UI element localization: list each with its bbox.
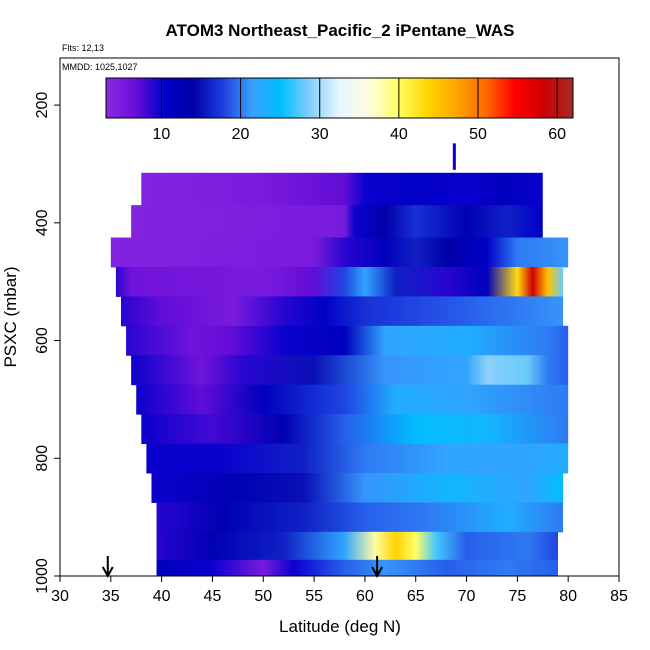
x-tick-label: 45 (204, 588, 222, 605)
colorbar-tick-label: 30 (311, 126, 329, 143)
x-tick-label: 80 (559, 588, 577, 605)
x-tick-label: 75 (508, 588, 526, 605)
colorbar-tick-label: 50 (469, 126, 487, 143)
heatmap-layer (126, 325, 569, 356)
x-tick-label: 65 (407, 588, 425, 605)
y-tick-label: 1000 (34, 558, 51, 594)
heatmap-layer (146, 443, 569, 474)
latitude-marker-arrow (101, 556, 114, 579)
heatmap-layer (151, 472, 564, 503)
y-axis-title: PSXC (mbar) (1, 266, 20, 367)
heatmap-layer (156, 531, 559, 561)
y-axis: 200 400 600 800 1000 (34, 92, 60, 594)
colorbar-gradient (105, 77, 574, 119)
heatmap-layer (131, 205, 543, 239)
x-tick-label: 85 (610, 588, 628, 605)
x-tick-label: 55 (305, 588, 323, 605)
x-tick-label: 35 (102, 588, 120, 605)
plot-frame (59, 57, 620, 577)
colorbar-tick-label: 60 (548, 126, 566, 143)
x-tick-label: 50 (254, 588, 272, 605)
heatmap-spike (452, 143, 456, 170)
colorbar-tick-label: 40 (390, 126, 408, 143)
colorbar: 10 20 30 40 50 60 (105, 77, 574, 143)
colorbar-tick-label: 20 (232, 126, 250, 143)
y-tick-label: 600 (34, 327, 51, 354)
x-axis-title: Latitude (deg N) (279, 617, 401, 636)
heatmap-layer (141, 172, 543, 206)
chart-title: ATOM3 Northeast_Pacific_2 iPentane_WAS (166, 21, 515, 40)
x-tick-label: 30 (51, 588, 69, 605)
x-tick-label: 70 (458, 588, 476, 605)
y-tick-label: 800 (34, 445, 51, 472)
x-tick-label: 40 (153, 588, 171, 605)
heatmap-layer (110, 237, 569, 268)
heatmap-layer (156, 502, 564, 533)
y-tick-label: 400 (34, 209, 51, 236)
heatmap-layer (156, 559, 559, 577)
flights-label: Flts: 12,13 (62, 43, 104, 53)
y-tick-label: 200 (34, 92, 51, 119)
heatmap-layer (141, 414, 569, 445)
heatmap-layer (115, 266, 564, 297)
heatmap-layer (136, 384, 569, 415)
mmdd-label: MMDD: 1025,1027 (62, 62, 138, 72)
x-axis: 30 35 40 45 50 55 60 65 70 75 80 85 (51, 576, 628, 605)
plot-area (101, 143, 569, 579)
x-tick-label: 60 (356, 588, 374, 605)
heatmap-layer (120, 296, 564, 327)
colorbar-tick-label: 10 (153, 126, 171, 143)
heatmap-layer (131, 355, 569, 386)
